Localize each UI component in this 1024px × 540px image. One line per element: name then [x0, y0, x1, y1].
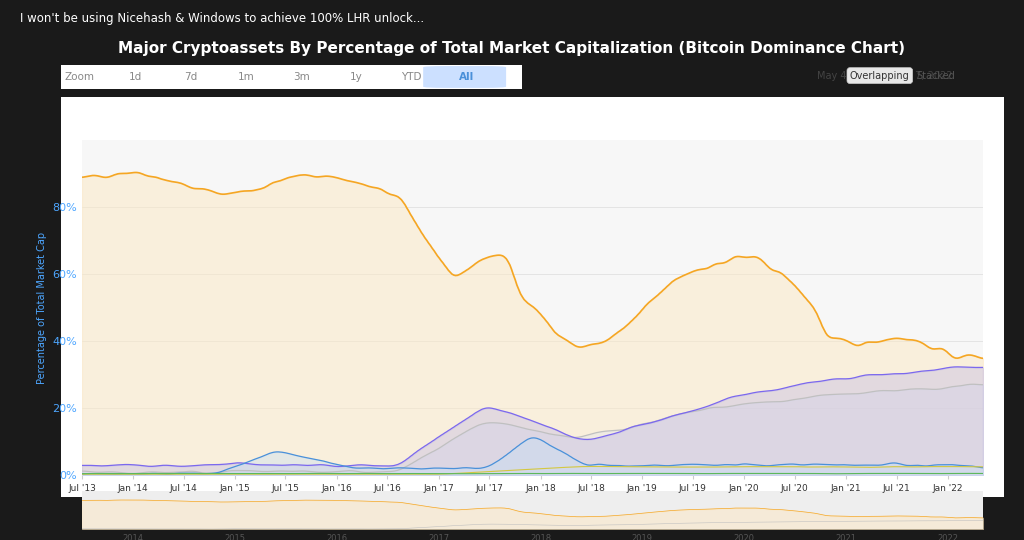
Text: Stacked: Stacked — [916, 71, 955, 80]
FancyBboxPatch shape — [423, 66, 506, 88]
Text: I won't be using Nicehash & Windows to achieve 100% LHR unlock...: I won't be using Nicehash & Windows to a… — [20, 12, 425, 25]
Text: Zoom: Zoom — [65, 72, 95, 82]
Y-axis label: Percentage of Total Market Cap: Percentage of Total Market Cap — [37, 232, 47, 384]
Text: YTD: YTD — [401, 72, 422, 82]
Text: 1d: 1d — [129, 72, 141, 82]
Text: 1y: 1y — [350, 72, 362, 82]
Text: May 4, 2013 → May 7, 2022: May 4, 2013 → May 7, 2022 — [817, 71, 952, 80]
Text: 3m: 3m — [293, 72, 309, 82]
Text: All: All — [460, 72, 474, 82]
Text: 7d: 7d — [184, 72, 197, 82]
Text: 1m: 1m — [238, 72, 254, 82]
Text: Overlapping: Overlapping — [850, 71, 909, 80]
Text: Major Cryptoassets By Percentage of Total Market Capitalization (Bitcoin Dominan: Major Cryptoassets By Percentage of Tota… — [119, 41, 905, 56]
